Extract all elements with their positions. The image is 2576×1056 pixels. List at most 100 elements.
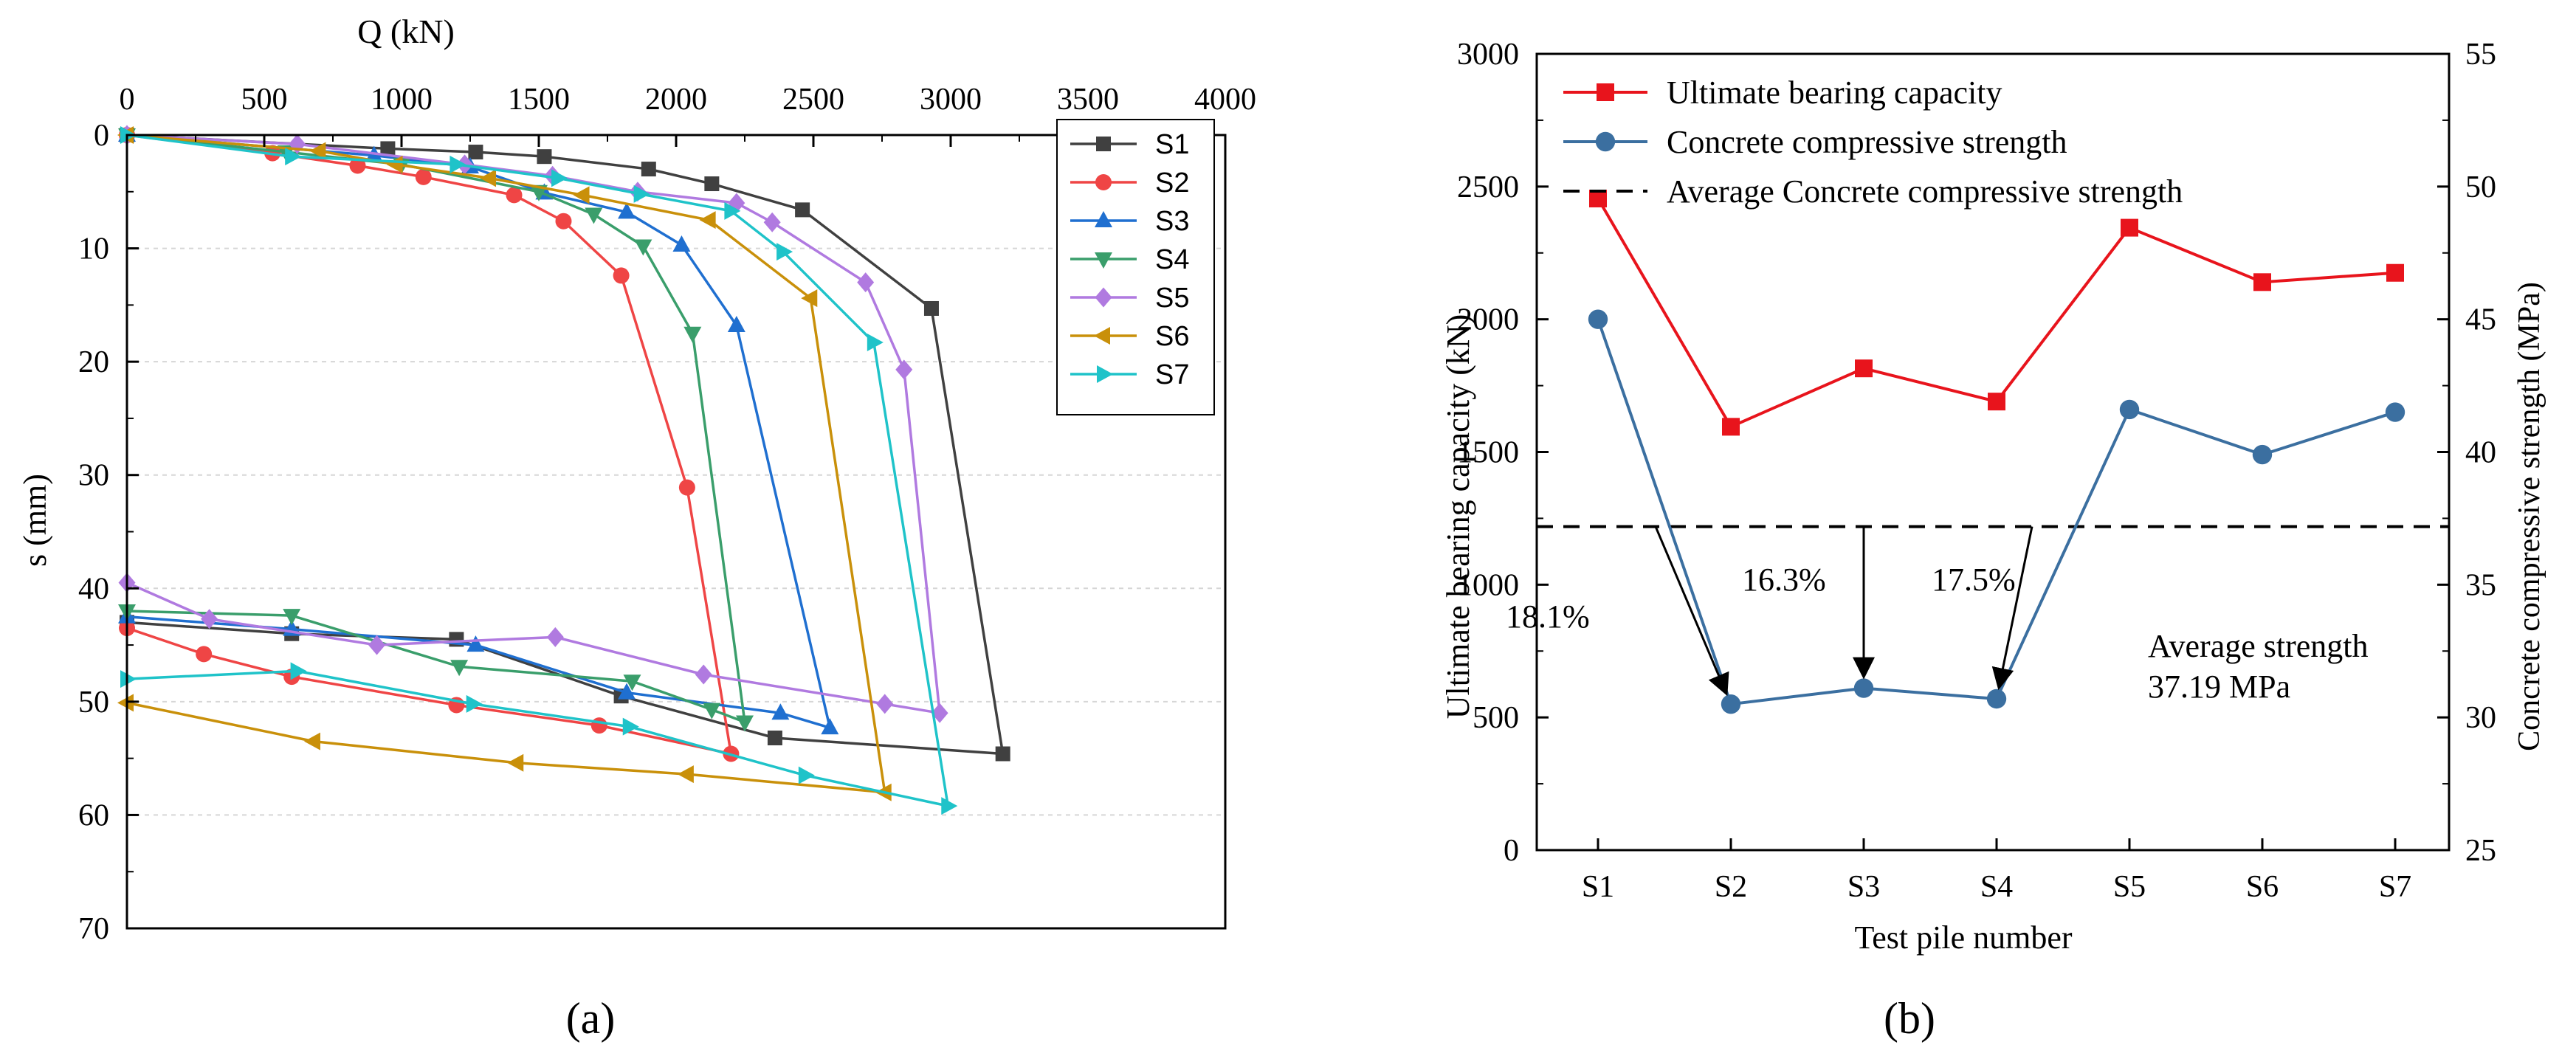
panel-a-x-tick-label: 1500 [508, 83, 570, 117]
panel-a-data-point [466, 635, 485, 652]
panel-b-right-y-ticks: 25 30 35 40 45 50 55 [2437, 38, 2496, 868]
panel-a-data-point [771, 703, 790, 720]
panel-a-legend-marker [1094, 327, 1110, 345]
panel-a-label: (a) [566, 994, 616, 1043]
panel-a-data-point [683, 326, 702, 343]
panel-a-x-tick-label: 1000 [371, 83, 433, 117]
panel-a-data-point [386, 155, 403, 173]
panel-a-y-tick-label: 0 [94, 119, 109, 153]
panel-b-left-y-ticks: 0 500 1000 1500 2000 2500 3000 [1457, 38, 1549, 868]
panel-a-legend-marker [1095, 252, 1112, 269]
panel-a-data-point [618, 202, 636, 219]
panel-a-x-tick-label: 2000 [645, 83, 707, 117]
panel-a-legend-label: S6 [1155, 321, 1189, 352]
panel-b-right-y-tick-label: 55 [2465, 38, 2496, 72]
panel-a-series-line [126, 134, 941, 714]
panel-a-data-point [876, 694, 894, 714]
panel-a-data-point [763, 212, 781, 232]
panel-b-data-point [2253, 273, 2271, 291]
panel-a-data-point [380, 141, 396, 156]
panel-b-x-tick-label: S5 [2113, 870, 2146, 904]
panel-a-data-point [923, 300, 939, 316]
panel-a-data-point [641, 162, 656, 177]
panel-b-x-tick-label: S7 [2379, 870, 2411, 904]
panel-a-legend-label: S2 [1155, 168, 1189, 199]
panel-a-legend-box [1056, 119, 1215, 415]
panel-b-legend: Ultimate bearing capacity Concrete compre… [1563, 75, 2183, 210]
panel-a-data-point [857, 272, 875, 293]
panel-a-legend-label: S4 [1155, 244, 1189, 275]
panel-a-x-tick-label: 500 [241, 83, 288, 117]
panel-a-load-settlement-chart: 0 500 1000 1500 2000 2500 3000 3500 4000 0 10 20 30… [17, 13, 1256, 1043]
panel-a-data-point [867, 334, 884, 352]
panel-a-data-point [776, 243, 793, 261]
panel-a-x-tick-label: 0 [120, 83, 135, 117]
panel-b-legend-label: Ultimate bearing capacity [1667, 75, 2002, 111]
panel-a-legend-marker [1095, 211, 1112, 227]
panel-a-data-point [618, 683, 636, 700]
panel-b-series-group [1588, 190, 2405, 714]
panel-a-data-point [931, 703, 948, 723]
panel-a-series-s7 [120, 126, 958, 815]
panel-a-data-point [368, 635, 386, 655]
panel-b-data-point [1855, 359, 1873, 378]
panel-a-data-point [450, 660, 469, 677]
panel-a-y-axis-label: s (mm) [17, 474, 53, 567]
panel-a-x-tick-label: 4000 [1194, 83, 1256, 117]
panel-b-data-point [1986, 689, 2007, 709]
panel-b-x-tick-label: S2 [1715, 870, 1747, 904]
panel-b-label: (b) [1884, 994, 1935, 1043]
panel-b-average-label-line1: Average strength [2148, 628, 2369, 664]
panel-b-data-point [1588, 309, 1608, 329]
panel-a-data-point [201, 609, 218, 629]
panel-a-data-point [506, 187, 523, 204]
panel-b-data-point [1722, 418, 1740, 436]
panel-b-left-y-tick-label: 500 [1473, 701, 1519, 735]
panel-a-data-point [672, 235, 691, 252]
panel-b-right-y-axis-label: Concrete compressive strength (MPa) [2513, 282, 2546, 751]
panel-a-data-point [895, 359, 913, 380]
panel-b-right-y-tick-label: 50 [2465, 170, 2496, 204]
panel-b-x-tick-label: S1 [1582, 870, 1614, 904]
panel-a-data-point [727, 316, 745, 332]
panel-a-y-tick-label: 70 [78, 912, 109, 946]
panel-a-data-point [795, 202, 810, 218]
panel-b-series-ultimate-bearing-capacity [1589, 190, 2404, 436]
panel-a-data-point [736, 715, 754, 732]
panel-b-data-point [1988, 393, 2005, 411]
panel-b-annotation-label: 18.1% [1506, 598, 1590, 635]
panel-b-data-point [1853, 678, 1874, 698]
panel-b-right-y-tick-label: 25 [2465, 834, 2496, 868]
panel-b-series-concrete-compressive-strength [1588, 309, 2405, 714]
panel-b-legend-marker [1597, 83, 1614, 101]
panel-a-data-point [196, 646, 213, 663]
panel-b-right-y-tick-label: 35 [2465, 568, 2496, 602]
panel-a-data-point [555, 213, 572, 230]
panel-a-data-point [724, 201, 741, 220]
panel-a-data-point [633, 184, 650, 203]
panel-a-legend-label: S1 [1155, 129, 1189, 160]
panel-a-y-tick-label: 50 [78, 686, 109, 719]
panel-a-y-tick-label: 20 [78, 345, 109, 379]
panel-b-data-point [2121, 218, 2138, 237]
panel-a-y-tick-label: 10 [78, 232, 109, 266]
panel-b-legend-label: Average Concrete compressive strength [1667, 173, 2183, 210]
panel-a-y-tick-label: 60 [78, 798, 109, 832]
panel-b-annotation-arrow [1991, 526, 2033, 691]
panel-b-left-y-axis-label: Ultimate bearing capacity (kN) [1440, 314, 1476, 719]
panel-b-right-y-tick-label: 30 [2465, 701, 2496, 735]
panel-a-data-point [623, 674, 641, 691]
panel-a-data-point [349, 157, 366, 174]
panel-a-data-point [117, 694, 134, 712]
panel-a-data-point [634, 239, 652, 256]
panel-b-data-point [2385, 402, 2405, 422]
panel-a-data-point [622, 717, 639, 736]
panel-a-x-axis-label: Q (kN) [357, 13, 455, 50]
panel-a-x-tick-label: 2500 [782, 83, 844, 117]
panel-a-data-point [546, 627, 564, 647]
panel-a-legend-label: S5 [1155, 283, 1189, 314]
panel-b-annotation-label: 16.3% [1742, 562, 1826, 598]
panel-b-right-y-tick-label: 40 [2465, 436, 2496, 470]
panel-b-right-y-tick-label: 45 [2465, 303, 2496, 337]
